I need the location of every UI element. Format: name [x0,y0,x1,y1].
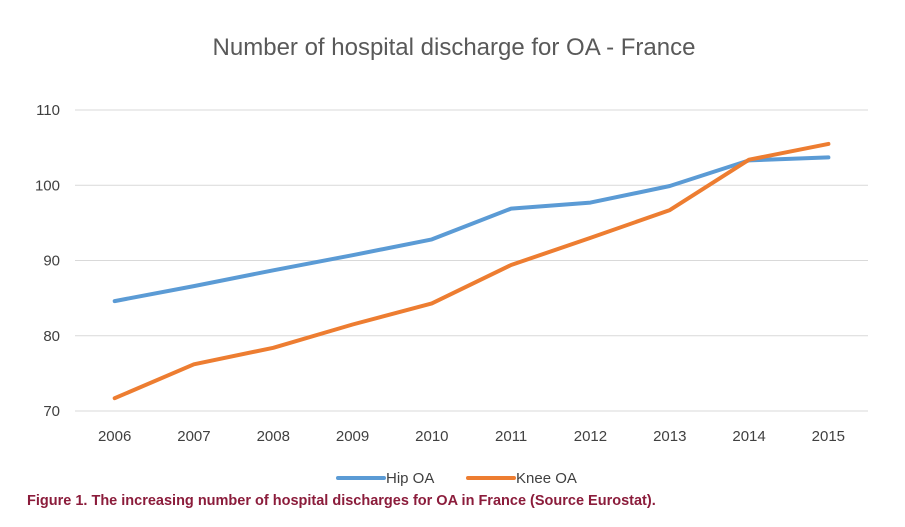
legend-label-hip-oa: Hip OA [386,470,434,487]
x-tick-label: 2012 [574,428,607,445]
y-tick-label: 70 [43,403,60,420]
y-tick-label: 80 [43,328,60,345]
x-axis-ticks: 2006 2007 2008 2009 2010 2011 2012 2013 2014 2015 [98,428,845,445]
x-tick-label: 2013 [653,428,686,445]
legend-label-knee-oa: Knee OA [516,470,577,487]
x-tick-label: 2011 [495,428,527,445]
chart-title: Number of hospital discharge for OA - Fr… [213,34,696,61]
x-tick-label: 2014 [732,428,765,445]
gridlines [75,109,868,412]
series-lines [112,141,831,401]
x-tick-label: 2009 [336,428,369,445]
x-tick-label: 2015 [812,428,845,445]
x-tick-label: 2007 [177,428,210,445]
figure-caption: Figure 1. The increasing number of hospi… [27,493,656,509]
y-tick-label: 100 [35,177,60,194]
series-line-knee-oa [112,141,831,401]
y-tick-label: 90 [43,253,60,270]
x-tick-label: 2010 [415,428,448,445]
series-line-hip-oa [112,155,831,304]
y-tick-label: 110 [36,102,60,119]
x-tick-label: 2008 [257,428,290,445]
x-tick-label: 2006 [98,428,131,445]
y-axis-ticks: 70 80 90 100 110 [35,102,60,420]
legend: Hip OA Knee OA [336,470,577,487]
line-chart: Number of hospital discharge for OA - Fr… [35,34,868,487]
